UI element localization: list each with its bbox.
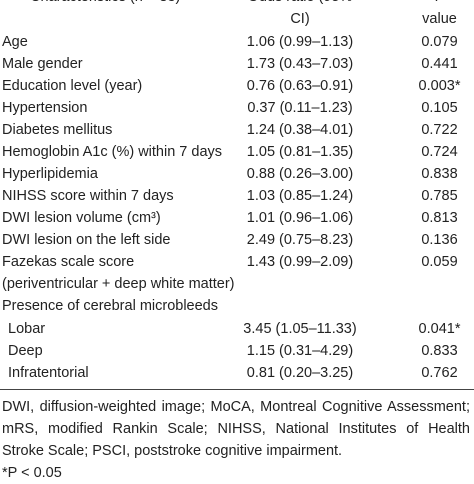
row-label: Fazekas scale score (periventricular + d… <box>2 254 235 292</box>
p-value: 0.722 <box>421 122 458 138</box>
header-cell: Odds ratio (95% CI) <box>248 0 353 27</box>
p-value: 0.079 <box>421 34 458 50</box>
odds-ratio: 1.03 (0.85–1.24) <box>246 188 354 204</box>
p-value: 0.838 <box>421 166 458 182</box>
row-label: DWI lesion on the left side <box>2 232 171 248</box>
p-value: 0.003* <box>418 78 461 94</box>
odds-ratio: 0.88 (0.26–3.00) <box>246 166 354 182</box>
p-value: 0.785 <box>421 188 458 204</box>
p-value: 0.833 <box>421 343 458 359</box>
row-label: Hyperlipidemia <box>2 166 98 182</box>
p-value: 0.724 <box>421 144 458 160</box>
odds-ratio: 1.73 (0.43–7.03) <box>246 56 354 72</box>
row-label: Deep <box>8 343 43 359</box>
row-label: Infratentorial <box>8 365 89 381</box>
odds-ratio: 0.76 (0.63–0.91) <box>246 78 354 94</box>
p-value: 0.136 <box>421 232 458 248</box>
odds-ratio: 1.05 (0.81–1.35) <box>246 144 354 160</box>
row-label: DWI lesion volume (cm³) <box>2 210 161 226</box>
footnote: DWI, diffusion-weighted image; MoCA, Mon… <box>2 399 470 459</box>
header-cell: Characteristics (n = 83) <box>30 0 180 8</box>
odds-ratio: 1.15 (0.31–4.29) <box>246 343 354 359</box>
odds-ratio: 2.49 (0.75–8.23) <box>246 232 354 248</box>
row-label: Diabetes mellitus <box>2 122 113 138</box>
row-label: Education level (year) <box>2 78 143 94</box>
odds-ratio: 1.06 (0.99–1.13) <box>246 34 354 50</box>
group-title: Presence of cerebral microbleeds <box>2 298 218 314</box>
footnote: *P < 0.05 <box>2 465 62 481</box>
rule <box>0 389 474 390</box>
header-cell: P value <box>422 0 457 27</box>
row-label: Age <box>2 34 28 50</box>
odds-ratio: 1.43 (0.99–2.09) <box>246 254 354 270</box>
row-label: Hypertension <box>2 100 88 116</box>
p-value: 0.441 <box>421 56 458 72</box>
odds-ratio: 0.37 (0.11–1.23) <box>247 100 353 116</box>
p-value: 0.105 <box>421 100 458 116</box>
p-value: 0.059 <box>421 254 458 270</box>
p-value: 0.813 <box>421 210 458 226</box>
odds-ratio: 3.45 (1.05–11.33) <box>243 321 357 337</box>
p-value: 0.762 <box>421 365 458 381</box>
odds-ratio: 0.81 (0.20–3.25) <box>246 365 354 381</box>
odds-ratio: 1.24 (0.38–4.01) <box>246 122 354 138</box>
row-label: Male gender <box>2 56 83 72</box>
row-label: NIHSS score within 7 days <box>2 188 174 204</box>
row-label: Lobar <box>8 321 46 337</box>
p-value: 0.041* <box>418 321 461 337</box>
row-label: Hemoglobin A1c (%) within 7 days <box>2 144 223 160</box>
odds-ratio: 1.01 (0.96–1.06) <box>246 210 354 226</box>
